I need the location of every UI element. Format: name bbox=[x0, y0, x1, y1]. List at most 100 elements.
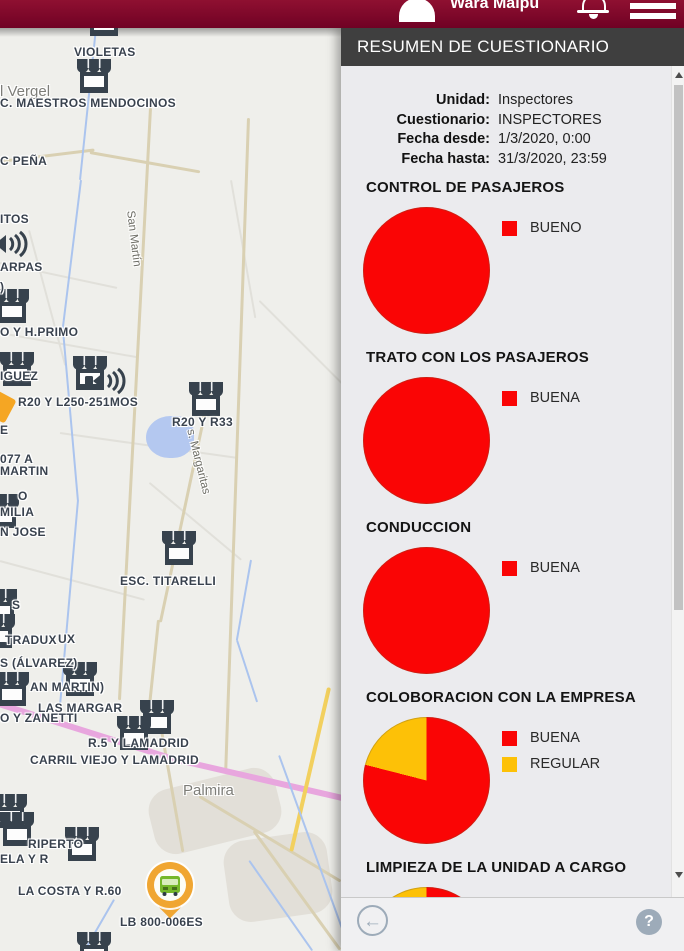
bell-icon[interactable] bbox=[577, 0, 611, 24]
map-stop-label: ELA Y R bbox=[0, 852, 49, 866]
info-label: Fecha hasta: bbox=[401, 150, 490, 167]
legend-swatch bbox=[502, 390, 517, 406]
info-value: 31/3/2020, 23:59 bbox=[498, 150, 607, 167]
map-stop-label: R20 Y L250-251MOS bbox=[18, 395, 139, 409]
section-limpieza-de-la-unidad: LIMPIEZA DE LA UNIDAD A CARGO bbox=[341, 859, 671, 897]
map-stop-label: ) bbox=[0, 280, 5, 294]
info-label: Cuestionario: bbox=[396, 111, 490, 128]
map-stop-label: O Y H.PRIMO bbox=[0, 325, 79, 339]
section-trato-con-los-pasajeros: TRATO CON LOS PASAJEROS BUENA bbox=[341, 349, 671, 519]
scroll-down-arrow[interactable] bbox=[675, 872, 683, 878]
section-title: COLOBORACION CON LA EMPRESA bbox=[366, 689, 636, 706]
bus-stop-icon[interactable] bbox=[72, 55, 116, 97]
map-stream bbox=[236, 640, 259, 703]
legend-label: BUENA bbox=[530, 730, 580, 746]
menu-bar bbox=[630, 13, 676, 19]
legend-label: BUENA bbox=[530, 560, 580, 576]
bus-stop-icon[interactable] bbox=[0, 285, 34, 327]
top-bar: Wara Maipú bbox=[0, 0, 684, 28]
bell-body bbox=[582, 0, 606, 11]
map-stop-label: LAS MARGAR bbox=[38, 701, 123, 715]
map-stop-label: RIPERTO bbox=[28, 837, 84, 851]
map-stop-label: N JOSE bbox=[0, 525, 46, 539]
scrollbar[interactable] bbox=[671, 66, 684, 897]
section-control-de-pasajeros: CONTROL DE PASAJEROS BUENO bbox=[341, 179, 671, 349]
info-row: Fecha desde: 1/3/2020, 0:00 bbox=[341, 130, 671, 150]
map-stop-label: MARTIN bbox=[0, 464, 49, 478]
scroll-up-arrow[interactable] bbox=[675, 72, 683, 78]
bus-stop-icon[interactable] bbox=[157, 527, 201, 569]
map-stream bbox=[235, 559, 252, 641]
legend-item: BUENA bbox=[502, 560, 580, 576]
legend-label: BUENA bbox=[530, 390, 580, 406]
bell-rim bbox=[577, 10, 609, 13]
info-label: Fecha desde: bbox=[397, 131, 490, 148]
app-title: Wara Maipú bbox=[450, 0, 540, 12]
info-value: 1/3/2020, 0:00 bbox=[498, 131, 591, 148]
map-stop-label: MILIA bbox=[0, 505, 35, 519]
map-stream bbox=[61, 179, 82, 331]
map-stop-label: ARPAS bbox=[0, 260, 43, 274]
pie-chart bbox=[363, 887, 490, 897]
legend-item: BUENA bbox=[502, 390, 580, 406]
user-icon[interactable] bbox=[399, 0, 435, 22]
pie-chart bbox=[363, 377, 490, 504]
bus-icon bbox=[158, 873, 182, 897]
info-row: Cuestionario: INSPECTORES bbox=[341, 111, 671, 131]
section-title: CONTROL DE PASAJEROS bbox=[366, 179, 565, 196]
map-town-label: l Vergel bbox=[0, 83, 51, 100]
map-stop-label: LB 800-006ES bbox=[120, 915, 203, 929]
map-stop-label: S bbox=[12, 598, 21, 612]
chart-legend: BUENA bbox=[502, 560, 580, 586]
map-stop-label: O Y ZANETTI bbox=[0, 711, 78, 725]
map-stop-label: E bbox=[0, 423, 9, 437]
map-stop-label: CARRIL VIEJO Y LAMADRID bbox=[30, 753, 199, 767]
map-stop-label: ESC. TITARELLI bbox=[120, 574, 216, 588]
info-value: INSPECTORES bbox=[498, 111, 602, 128]
summary-panel: RESUMEN DE CUESTIONARIO Unidad: Inspecto… bbox=[341, 16, 684, 951]
info-label: Unidad: bbox=[436, 92, 490, 108]
panel-title: RESUMEN DE CUESTIONARIO bbox=[341, 28, 684, 66]
pie-chart bbox=[363, 207, 490, 334]
chart-legend: BUENA bbox=[502, 390, 580, 416]
help-button[interactable]: ? bbox=[636, 909, 662, 935]
speaker-icon[interactable] bbox=[0, 228, 28, 260]
section-title: LIMPIEZA DE LA UNIDAD A CARGO bbox=[366, 859, 627, 876]
map-stop-label: R20 Y R33 bbox=[172, 415, 233, 429]
map-stop-label: AN MARTIN) bbox=[30, 680, 105, 694]
section-title: TRATO CON LOS PASAJEROS bbox=[366, 349, 589, 366]
map-stop-label: LA COSTA Y R.60 bbox=[18, 884, 122, 898]
map-road-major bbox=[148, 619, 160, 705]
map-street-label: San Martín bbox=[124, 210, 143, 268]
map-stop-label: S (ÁLVAREZ) bbox=[0, 656, 78, 670]
pie-chart bbox=[363, 547, 490, 674]
map-stop-label: C PEÑA bbox=[0, 154, 48, 168]
section-coloboracion-con-la-empresa: COLOBORACION CON LA EMPRESA BUENA REGULA… bbox=[341, 689, 671, 859]
map-stop-label: 077 A bbox=[0, 452, 34, 466]
bus-location-pin[interactable] bbox=[147, 862, 193, 920]
bus-stop-icon[interactable] bbox=[184, 378, 228, 420]
legend-item: BUENO bbox=[502, 220, 582, 236]
speaker-icon[interactable] bbox=[84, 365, 126, 397]
section-title: CONDUCCION bbox=[366, 519, 472, 536]
menu-bar bbox=[630, 3, 676, 9]
scroll-thumb[interactable] bbox=[674, 85, 683, 610]
map-road-secondary bbox=[289, 687, 331, 852]
legend-swatch bbox=[502, 560, 517, 576]
map-stop-label: R.5 Y LAMADRID bbox=[88, 736, 190, 750]
orange-marker-icon[interactable] bbox=[0, 388, 17, 424]
map-stop-label: O bbox=[18, 489, 28, 503]
chart-legend: BUENO bbox=[502, 220, 582, 246]
legend-item: REGULAR bbox=[502, 756, 600, 772]
back-button[interactable]: ← bbox=[357, 905, 388, 936]
legend-swatch bbox=[502, 220, 517, 236]
legend-label: REGULAR bbox=[530, 756, 601, 772]
map-road bbox=[258, 300, 345, 387]
bus-stop-icon[interactable] bbox=[72, 928, 116, 951]
bus-stop-icon[interactable] bbox=[0, 668, 34, 710]
pie-chart bbox=[363, 717, 490, 844]
map-stop-label: TRADUX bbox=[5, 633, 57, 647]
menu-icon[interactable] bbox=[630, 0, 676, 23]
chart-legend: BUENA REGULAR bbox=[502, 730, 600, 782]
